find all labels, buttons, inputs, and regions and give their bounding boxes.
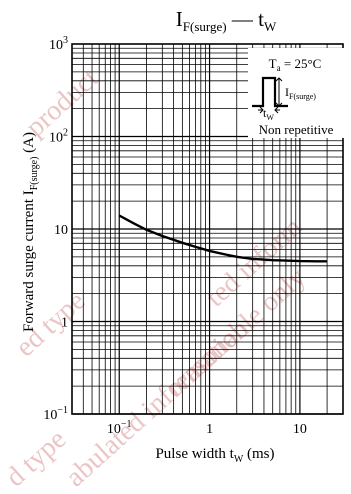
width-label-sub: W: [266, 113, 274, 122]
y-tick-base: 10: [49, 38, 63, 53]
pulse-label-sub: F(surge): [289, 92, 316, 101]
x-axis-label-unit: (ms): [243, 446, 274, 462]
x-axis-label-sub: W: [234, 454, 244, 465]
y-tick-exponent: −1: [57, 405, 68, 416]
x-tick-base: 10: [293, 422, 307, 437]
x-tick-label: 1: [206, 422, 213, 437]
condition-sub: a: [277, 63, 281, 73]
y-tick-label: 10: [54, 223, 68, 238]
condition-value: = 25°C: [281, 56, 322, 71]
x-axis-label-text: Pulse width t: [155, 446, 234, 462]
x-axis-label: Pulse width tW (ms): [155, 446, 274, 465]
condition-annotation: Ta = 25°C IF(surge) tW Non repetitive: [248, 48, 344, 138]
y-tick-base: 10: [49, 131, 63, 146]
x-tick-label: 10−1: [107, 419, 132, 437]
y-axis-label: Forward surge current IF(surge) (A): [21, 132, 40, 332]
y-tick-base: 10: [43, 408, 57, 423]
x-tick-label: 10: [293, 422, 307, 437]
y-tick-base: 1: [61, 316, 68, 331]
title-main: I: [176, 7, 183, 31]
condition-text: Ta = 25°C: [269, 56, 322, 73]
y-tick-exponent: 3: [63, 35, 68, 46]
y-tick-label: 10−1: [43, 405, 68, 423]
y-axis-label-sub: F(surge): [29, 157, 40, 191]
y-axis-label-unit: (A): [21, 132, 37, 157]
series-layer: [118, 214, 328, 263]
surge-current-curve: [118, 214, 328, 263]
y-tick-exponent: 2: [63, 128, 68, 139]
plot-frame: [71, 43, 344, 415]
title-second-sub: W: [264, 19, 277, 34]
pulse-shape-icon: [252, 76, 288, 108]
width-label: tW: [263, 106, 274, 122]
x-tick-labels: 10−1 1 10: [107, 419, 307, 437]
title-main-sub: F(surge): [183, 19, 227, 34]
title-sep: —: [227, 7, 259, 31]
y-tick-label: 103: [49, 35, 68, 53]
chart-title: IF(surge) — tW: [176, 7, 277, 34]
width-arrows-icon: [258, 106, 280, 114]
x-tick-base: 10: [107, 422, 121, 437]
pulse-label: IF(surge): [285, 85, 316, 101]
condition-symbol: T: [269, 56, 277, 71]
title-second: t: [258, 7, 264, 31]
y-tick-base: 10: [54, 223, 68, 238]
y-axis-label-text: Forward surge current I: [21, 190, 37, 332]
x-tick-exponent: −1: [121, 419, 132, 430]
pulse-label-main: I: [285, 85, 289, 99]
y-tick-label: 102: [49, 128, 68, 146]
y-tick-label: 1: [61, 316, 68, 331]
amplitude-arrow-icon: [275, 77, 283, 107]
width-label-main: t: [263, 106, 267, 120]
x-tick-base: 1: [206, 422, 213, 437]
non-repetitive-note: Non repetitive: [259, 122, 334, 137]
